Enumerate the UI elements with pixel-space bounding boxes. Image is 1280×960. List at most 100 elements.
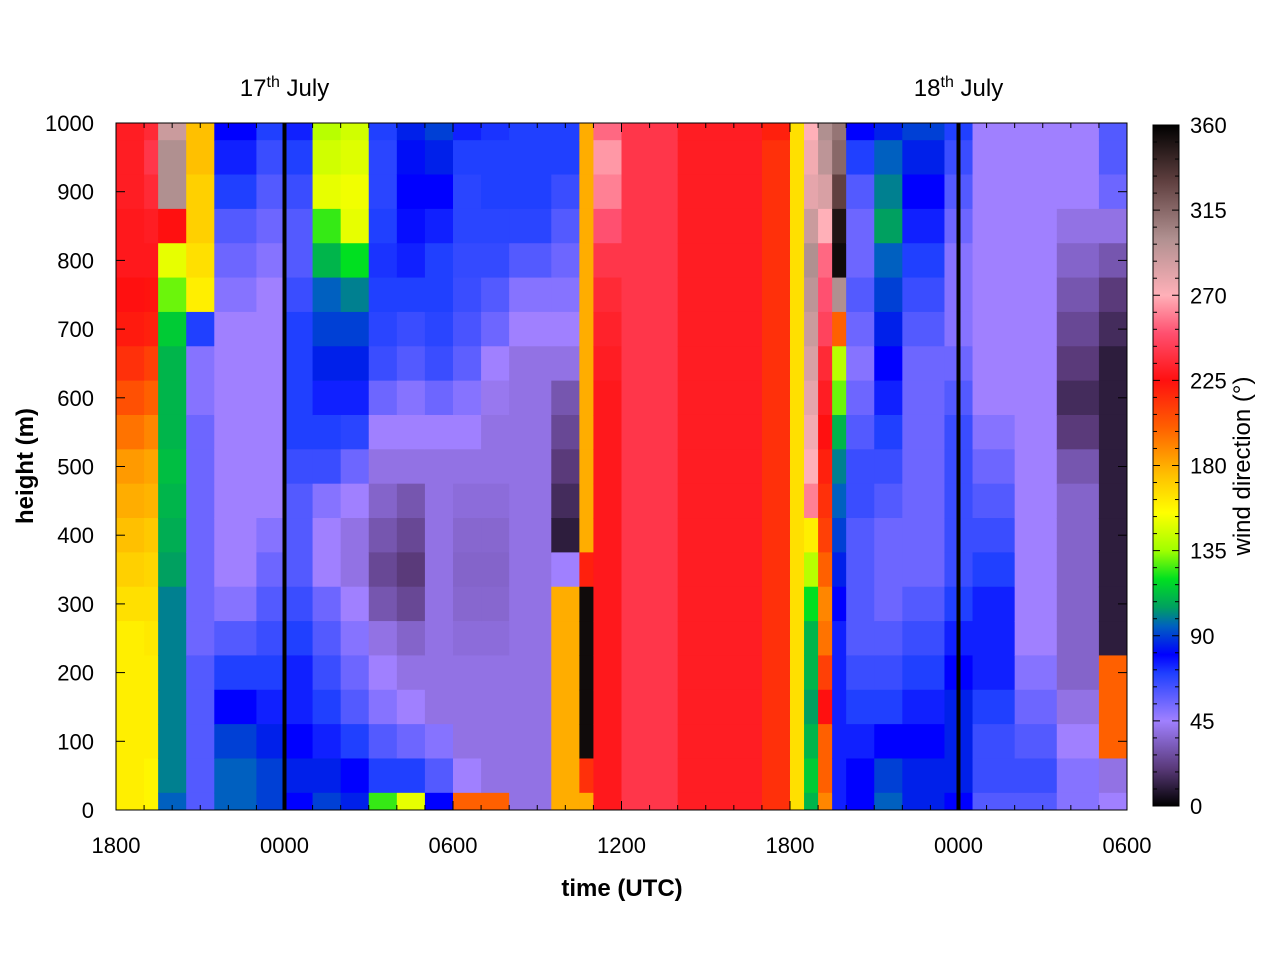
- heatmap-cell: [144, 346, 159, 382]
- heatmap-cell: [396, 621, 426, 657]
- heatmap-cell: [761, 449, 791, 485]
- heatmap-cell: [761, 689, 791, 725]
- heatmap-cell: [186, 621, 215, 657]
- heatmap-cell: [424, 380, 454, 416]
- heatmap-cell: [312, 414, 342, 450]
- heatmap-cell: [116, 552, 145, 588]
- heatmap-cell: [761, 380, 791, 416]
- heatmap-cell: [790, 586, 805, 622]
- date-label: 17th July: [240, 74, 329, 102]
- heatmap-cell: [340, 518, 370, 553]
- heatmap-cell: [804, 552, 819, 588]
- heatmap-cell: [256, 174, 286, 210]
- heatmap-cell: [874, 277, 903, 313]
- heatmap-cell: [368, 621, 398, 657]
- heatmap-cell: [1056, 483, 1100, 519]
- heatmap-cell: [312, 621, 342, 657]
- heatmap-cell: [874, 174, 903, 210]
- heatmap-cell: [902, 243, 946, 279]
- heatmap-cell: [1056, 689, 1100, 725]
- heatmap-cell: [214, 414, 258, 450]
- heatmap-cell: [368, 414, 398, 450]
- heatmap-cell: [832, 449, 847, 485]
- heatmap-cell: [832, 724, 847, 760]
- heatmap-cell: [340, 724, 370, 760]
- heatmap-cell: [677, 346, 763, 382]
- heatmap-cell: [818, 758, 833, 794]
- heatmap-cell: [158, 758, 187, 794]
- heatmap-cell: [593, 655, 623, 691]
- heatmap-cell: [424, 621, 454, 657]
- colorbar-tick-label: 0: [1190, 794, 1202, 819]
- heatmap-cell: [874, 243, 903, 279]
- heatmap-cell: [186, 552, 215, 588]
- heatmap-cell: [186, 123, 215, 141]
- heatmap-cell: [874, 655, 903, 691]
- heatmap-cell: [368, 311, 398, 347]
- heatmap-cell: [579, 483, 595, 519]
- heatmap-cell: [551, 140, 580, 176]
- heatmap-cell: [790, 380, 805, 416]
- heatmap-cell: [144, 724, 159, 760]
- heatmap-cell: [551, 621, 580, 657]
- heatmap-cell: [874, 414, 903, 450]
- heatmap-cell: [368, 208, 398, 244]
- heatmap-cell: [424, 346, 454, 382]
- heatmap-cell: [677, 208, 763, 244]
- heatmap-cell: [579, 380, 595, 416]
- heatmap-cell: [396, 586, 426, 622]
- heatmap-cell: [832, 277, 847, 313]
- heatmap-cell: [761, 518, 791, 553]
- heatmap-cell: [144, 277, 159, 313]
- heatmap-cell: [1014, 655, 1058, 691]
- heatmap-cell: [214, 311, 258, 347]
- heatmap-cell: [804, 140, 819, 176]
- heatmap-cell: [804, 758, 819, 794]
- heatmap-cell: [677, 311, 763, 347]
- heatmap-cell: [677, 552, 763, 588]
- y-tick-label: 400: [57, 523, 94, 548]
- heatmap-cell: [256, 414, 286, 450]
- heatmap-cell: [1014, 123, 1058, 141]
- heatmap-cell: [804, 621, 819, 657]
- date-label: 18th July: [914, 74, 1003, 102]
- heatmap-cell: [818, 792, 833, 810]
- heatmap-cell: [846, 277, 875, 313]
- heatmap-cell: [481, 792, 510, 810]
- x-tick-label: 1200: [597, 833, 646, 858]
- heatmap-cell: [481, 621, 510, 657]
- heatmap-cell: [396, 311, 426, 347]
- heatmap-cell: [396, 277, 426, 313]
- heatmap-cell: [902, 689, 946, 725]
- heatmap-cell: [424, 311, 454, 347]
- heatmap-cell: [214, 552, 258, 588]
- heatmap-cell: [790, 346, 805, 382]
- heatmap-cell: [846, 243, 875, 279]
- heatmap-cell: [902, 346, 946, 382]
- heatmap-cell: [846, 123, 875, 141]
- heatmap-cell: [214, 123, 258, 141]
- heatmap-cell: [144, 518, 159, 553]
- heatmap-cell: [832, 140, 847, 176]
- heatmap-cell: [1014, 380, 1058, 416]
- heatmap-cell: [424, 689, 454, 725]
- heatmap-cell: [579, 277, 595, 313]
- heatmap-cell: [453, 380, 482, 416]
- heatmap-cell: [761, 208, 791, 244]
- heatmap-cell: [158, 123, 187, 141]
- heatmap-cell: [677, 689, 763, 725]
- heatmap-cell: [312, 380, 342, 416]
- heatmap-cell: [1014, 724, 1058, 760]
- heatmap-cell: [790, 140, 805, 176]
- heatmap-cell: [312, 277, 342, 313]
- heatmap-cell: [312, 311, 342, 347]
- colorbar-tick-label: 225: [1190, 368, 1227, 393]
- heatmap-cell: [1056, 277, 1100, 313]
- heatmap-cell: [621, 346, 679, 382]
- heatmap-cell: [804, 123, 819, 141]
- heatmap-cell: [256, 140, 286, 176]
- heatmap-cell: [312, 174, 342, 210]
- heatmap-cell: [579, 123, 595, 141]
- heatmap-cell: [874, 346, 903, 382]
- heatmap-cell: [818, 311, 833, 347]
